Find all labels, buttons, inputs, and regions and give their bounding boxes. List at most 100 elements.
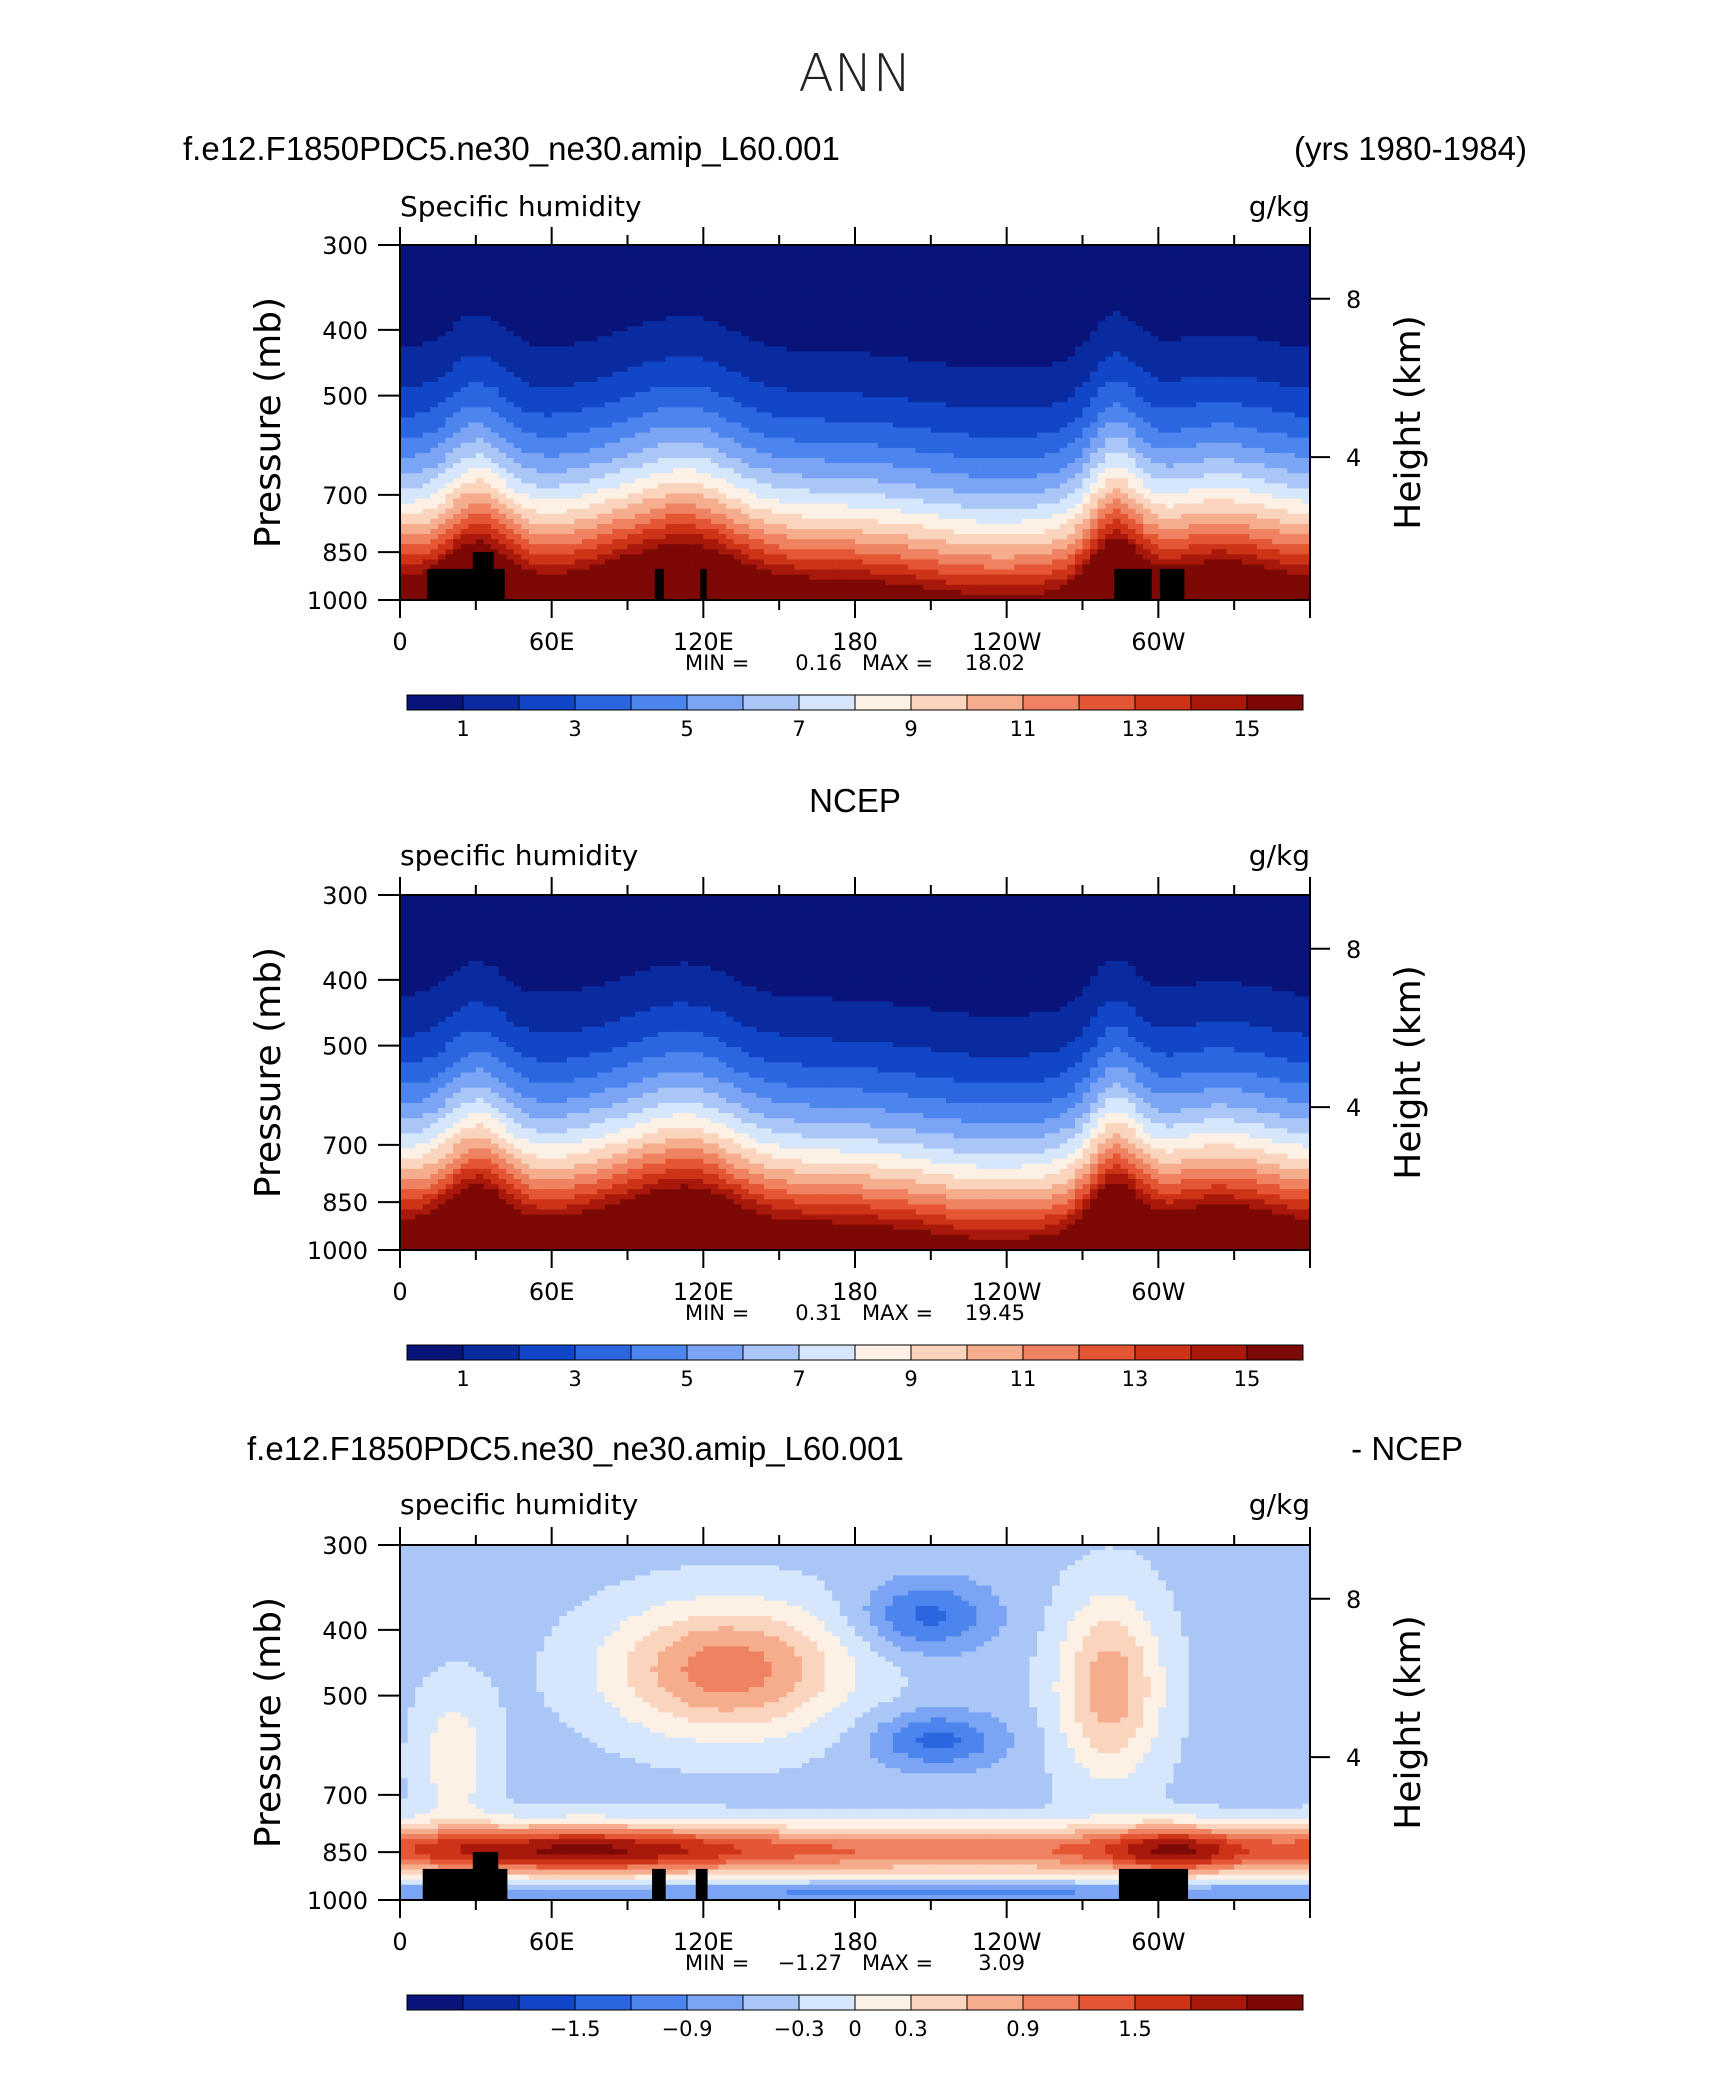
field-cell [1021,326,1031,332]
field-cell [627,381,636,388]
field-cell [779,275,788,282]
field-cell [1014,397,1023,403]
field-cell [506,270,515,277]
field-cell [1196,412,1205,419]
field-cell [1120,381,1129,388]
field-cell [900,447,909,454]
field-cell [1150,422,1159,429]
field-cell [862,310,871,317]
field-cell [1059,316,1068,322]
field-cell [1105,331,1114,337]
field-cell [779,407,788,413]
field-cell [437,280,447,287]
field-cell [1287,346,1296,353]
field-cell [415,356,424,363]
field-cell [430,366,439,373]
field-cell [1226,295,1235,302]
field-cell [1165,316,1175,322]
field-cell [733,255,742,261]
field-cell [627,351,636,358]
field-cell [718,346,727,353]
field-cell [862,366,871,373]
field-cell [1090,341,1099,348]
field-cell [619,310,629,317]
field-cell [1294,371,1304,378]
field-cell [528,366,538,373]
field-cell [703,361,712,368]
field-cell [756,432,765,439]
field-cell [748,452,758,459]
field-cell [908,346,917,353]
field-cell [627,432,636,439]
field-cell [528,300,538,307]
field-cell [1014,295,1023,302]
field-cell [475,336,485,342]
field-cell [748,265,758,271]
field-cell [1264,397,1273,403]
field-cell [1256,371,1266,378]
field-cell [1105,422,1114,429]
field-cell [415,326,424,332]
field-cell [559,402,568,408]
field-cell [612,290,621,297]
field-cell [1294,407,1304,413]
field-cell [1249,442,1258,449]
field-cell [1249,316,1258,322]
field-cell [1074,407,1084,413]
field-cell [1211,275,1220,282]
field-cell [551,285,560,292]
field-cell [559,255,568,261]
field-cell [1112,290,1122,297]
field-cell [1241,392,1250,398]
field-cell [1097,290,1106,297]
field-cell [839,412,849,419]
field-cell [453,305,462,312]
field-cell [1226,270,1235,277]
field-cell [1037,381,1046,388]
field-cell [953,290,962,297]
field-cell [832,290,841,297]
field-cell [574,260,583,266]
field-cell [673,452,682,459]
field-cell [650,331,659,337]
field-cell [710,442,720,449]
field-cell [536,356,545,363]
field-cell [1188,376,1197,383]
field-cell [445,270,454,277]
field-cell [544,351,553,358]
field-cell [892,260,902,266]
field-cell [1196,417,1205,424]
field-cell [771,376,780,383]
field-cell [1279,397,1288,403]
field-cell [536,346,545,353]
field-cell [1256,447,1266,454]
field-cell [453,452,462,459]
field-cell [650,341,659,348]
field-cell [491,285,500,292]
field-cell [1044,270,1053,277]
field-cell [824,346,833,353]
field-cell [1021,336,1031,342]
field-cell [1264,376,1273,383]
field-cell [536,310,545,317]
field-cell [536,366,545,373]
field-cell [1044,275,1053,282]
field-cell [748,321,758,327]
field-cell [1196,295,1205,302]
field-cell [771,280,780,287]
field-cell [430,412,439,419]
field-cell [498,437,507,444]
field-cell [513,422,522,429]
field-cell [961,300,970,307]
field-cell [824,255,833,261]
field-cell [786,310,795,317]
field-cell [756,356,765,363]
field-cell [946,356,955,363]
field-cell [1211,270,1220,277]
field-cell [453,260,462,266]
field-cell [779,260,788,266]
field-cell [1241,336,1250,342]
field-cell [475,387,485,393]
field-cell [1029,285,1038,292]
field-cell [756,280,765,287]
